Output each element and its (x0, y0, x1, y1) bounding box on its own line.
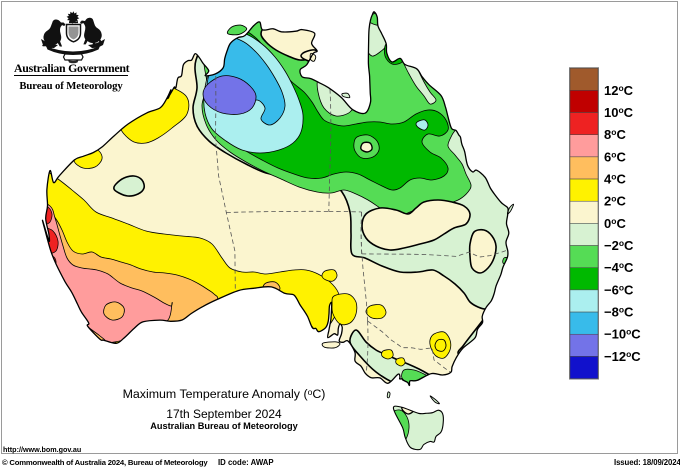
svg-text:−10oC: −10oC (604, 327, 641, 342)
svg-text:12oC: 12oC (604, 83, 634, 98)
svg-text:−2oC: −2oC (604, 238, 634, 253)
svg-text:0oC: 0oC (604, 216, 626, 231)
svg-text:6oC: 6oC (604, 149, 626, 164)
svg-text:−6oC: −6oC (604, 282, 634, 297)
svg-text:2oC: 2oC (604, 194, 626, 209)
svg-text:−4oC: −4oC (604, 260, 634, 275)
svg-text:4oC: 4oC (604, 172, 626, 187)
svg-text:−8oC: −8oC (604, 305, 634, 320)
svg-text:10oC: 10oC (604, 105, 634, 120)
svg-text:−12oC: −12oC (604, 349, 641, 364)
svg-text:8oC: 8oC (604, 127, 626, 142)
